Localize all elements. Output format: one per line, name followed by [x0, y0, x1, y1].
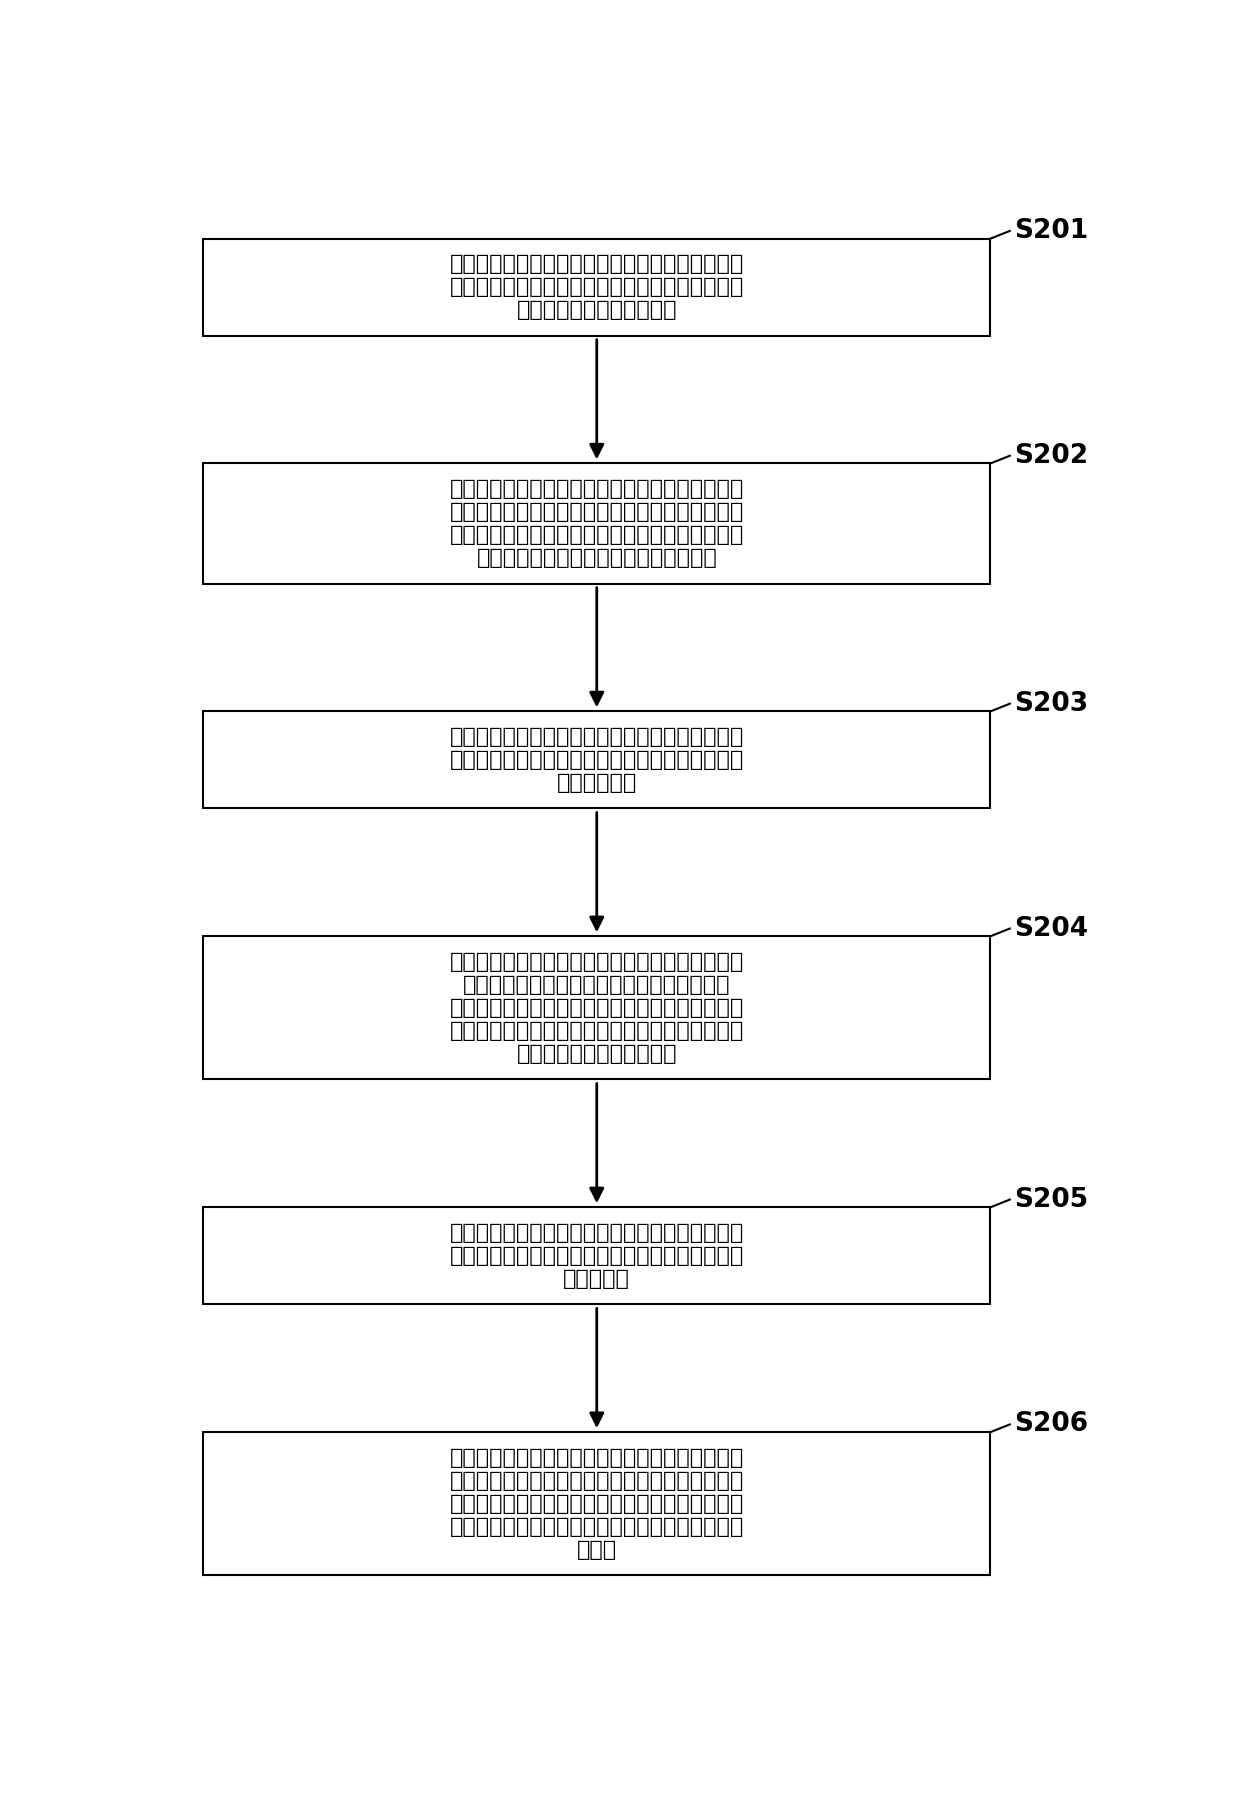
Text: 与所述终端设备待执行指令列表对应存储: 与所述终端设备待执行指令列表对应存储	[476, 548, 717, 568]
Text: 执行指令列表，其中，所述终端设备的设备标识符: 执行指令列表，其中，所述终端设备的设备标识符	[450, 524, 744, 544]
Bar	[203, 711, 991, 808]
Text: 维护列表，通过长连接将所述终端设备的标识符对: 维护列表，通过长连接将所述终端设备的标识符对	[450, 1471, 744, 1491]
Text: 在预设时间内，服务端接收由终端设备发送的获取: 在预设时间内，服务端接收由终端设备发送的获取	[450, 253, 744, 275]
Text: 基于接收到来自控制端的请求，服务端将建立长连: 基于接收到来自控制端的请求，服务端将建立长连	[450, 952, 744, 972]
Text: 根据所述得到的终端设备标识符，查找所述长连接: 根据所述得到的终端设备标识符，查找所述长连接	[450, 1448, 744, 1467]
Bar	[203, 1207, 991, 1304]
Text: 待执行指令的请求消息，其中，所述请求消息包括: 待执行指令的请求消息，其中，所述请求消息包括	[450, 277, 744, 296]
Text: 备标识符，基于所述设备标识符查询预先缓存的待: 备标识符，基于所述设备标识符查询预先缓存的待	[450, 501, 744, 523]
Text: 返回至所述终端设备，以便于所述终端设备执行所: 返回至所述终端设备，以便于所述终端设备执行所	[450, 751, 744, 770]
Bar	[203, 463, 991, 584]
Text: 待执行指令: 待执行指令	[563, 1270, 630, 1290]
Text: S202: S202	[1014, 444, 1087, 469]
Text: S201: S201	[1014, 217, 1087, 244]
Text: S206: S206	[1014, 1412, 1087, 1437]
Text: 行指令: 行指令	[577, 1539, 616, 1561]
Text: 应的待执行指令发送到所述终端设备，以便于所述: 应的待执行指令发送到所述终端设备，以便于所述	[450, 1494, 744, 1514]
Bar	[203, 239, 991, 336]
Text: 述待执行指令: 述待执行指令	[557, 772, 637, 794]
Text: 根据所述请求消息，服务端确定所述终端设备的设: 根据所述请求消息，服务端确定所述终端设备的设	[450, 480, 744, 499]
Text: S204: S204	[1014, 916, 1087, 941]
Text: 服务端将所述终端设备的标识符对应的待执行指令: 服务端将所述终端设备的标识符对应的待执行指令	[450, 727, 744, 747]
Bar	[203, 1431, 991, 1575]
Text: 自所述控制端的建立长连接请求，从而使所述服务: 自所述控制端的建立长连接请求，从而使所述服务	[450, 1020, 744, 1042]
Text: 端与所述控制端建立长连接: 端与所述控制端建立长连接	[517, 1043, 677, 1063]
Text: 接指令放入到所述待执行指令列表中，以便所: 接指令放入到所述待执行指令列表中，以便所	[463, 975, 730, 995]
Text: S205: S205	[1014, 1187, 1087, 1212]
Bar	[203, 936, 991, 1079]
Text: 述服务端与所述终端设备建立长连接，以及接收来: 述服务端与所述终端设备建立长连接，以及接收来	[450, 999, 744, 1018]
Text: 得到终端设备的标识符与终端设备的标识符对应的: 得到终端设备的标识符与终端设备的标识符对应的	[450, 1246, 744, 1266]
Text: 终端设备实时执行述终端设备的标识符对应的待执: 终端设备实时执行述终端设备的标识符对应的待执	[450, 1518, 744, 1537]
Text: 所述终端设备的设备标识符: 所述终端设备的设备标识符	[517, 300, 677, 320]
Text: 服务端接收所述控制端发送的信息，根据所述信息: 服务端接收所述控制端发送的信息，根据所述信息	[450, 1223, 744, 1243]
Text: S203: S203	[1014, 691, 1087, 717]
